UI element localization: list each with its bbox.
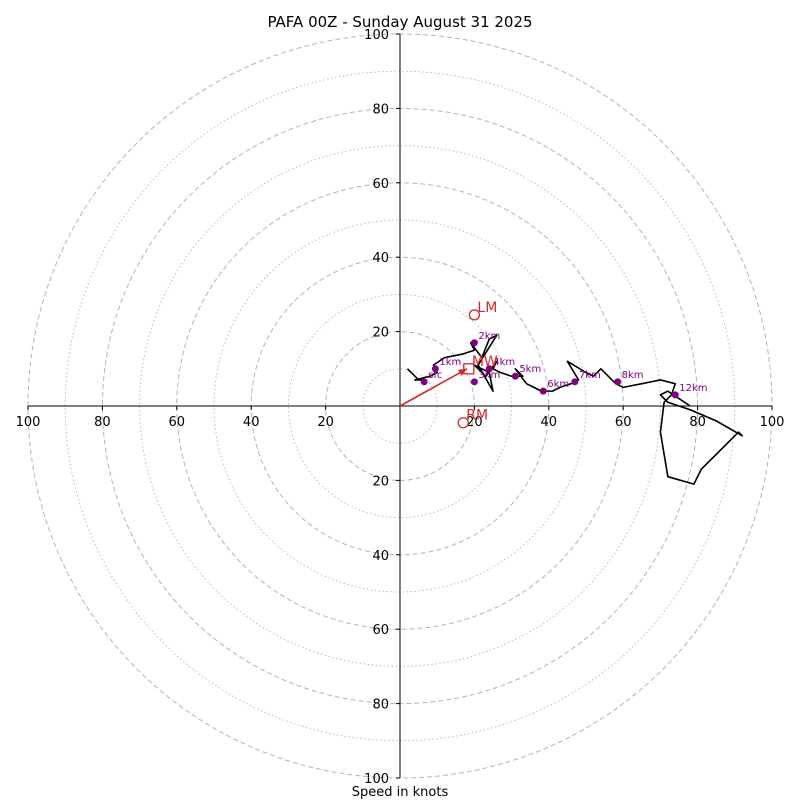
y-tick-label: 40 [372, 549, 389, 564]
height-marker-sfc [420, 378, 428, 386]
height-marker-6km [539, 387, 547, 395]
hodograph-data: sfc 1km 2km 3km 4km 5km 6km 7km 8km 12km MW LM RM [399, 300, 744, 485]
height-label-8km: 8km [622, 370, 644, 381]
y-tick-label: 100 [364, 772, 389, 787]
height-label-12km: 12km [679, 383, 707, 394]
shear-vector-arrowhead [458, 368, 467, 376]
height-label-5km: 5km [519, 364, 541, 375]
x-tick-label: 100 [16, 415, 41, 430]
x-tick-label: 80 [94, 415, 111, 430]
x-tick-label: 60 [169, 415, 186, 430]
y-tick-label: 80 [372, 102, 389, 117]
height-label-1km: 1km [439, 357, 461, 368]
height-marker-1km [431, 365, 439, 373]
height-label-4km: 4km [493, 357, 515, 368]
storm-motion-marker-rm [457, 417, 469, 429]
height-label-sfc: sfc [428, 370, 442, 381]
mean-wind-marker [463, 363, 475, 375]
height-label-3km: 3km [478, 370, 500, 381]
x-axis-label: Speed in knots [352, 785, 449, 800]
height-marker-12km [671, 391, 679, 399]
y-tick-label: 20 [372, 326, 389, 341]
height-label-7km: 7km [579, 370, 601, 381]
height-label-6km: 6km [547, 379, 569, 390]
y-tick-label: 60 [372, 177, 389, 192]
y-tick-label: 20 [372, 474, 389, 489]
chart-title: PAFA 00Z - Sunday August 31 2025 [267, 13, 532, 31]
x-tick-label: 20 [317, 415, 334, 430]
storm-motion-label-lm: LM [477, 300, 497, 316]
x-tick-label: 40 [243, 415, 260, 430]
x-tick-label: 40 [541, 415, 558, 430]
storm-motion-marker-lm [468, 309, 481, 321]
height-label-2km: 2km [478, 331, 500, 342]
x-tick-label: 80 [689, 415, 706, 430]
y-tick-label: 80 [372, 698, 389, 713]
hodograph-trace [406, 334, 744, 485]
y-tick-label: 60 [372, 623, 389, 638]
y-tick-label: 40 [372, 251, 389, 266]
height-marker-8km [614, 378, 622, 386]
shear-vector [399, 368, 468, 407]
storm-motion-label-rm: RM [466, 408, 488, 424]
x-tick-label: 60 [615, 415, 632, 430]
height-marker-5km [511, 372, 519, 380]
height-marker-4km [485, 365, 493, 373]
x-tick-label: 20 [466, 415, 483, 430]
height-marker-3km [470, 378, 478, 386]
height-marker-7km [571, 378, 579, 386]
mean-wind-label: MW [472, 354, 498, 370]
height-marker-2km [470, 339, 478, 347]
tick-labels: 100 100 80 80 60 60 40 40 20 20 20 20 40 40 60 60 80 80 10… [16, 28, 785, 787]
x-tick-label: 100 [760, 415, 785, 430]
y-tick-label: 100 [364, 28, 389, 43]
